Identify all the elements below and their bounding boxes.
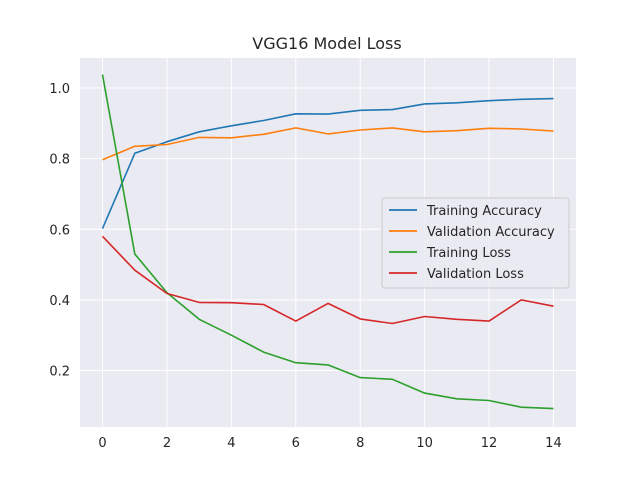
series-lines: [101, 74, 554, 410]
x-tick-label: 2: [163, 436, 171, 451]
x-tick-label: 0: [98, 436, 106, 451]
legend-label-validation-loss: Validation Loss: [427, 267, 524, 282]
y-tick-label: 0.4: [49, 294, 70, 309]
x-tick-label: 8: [356, 436, 364, 451]
legend-box: [381, 197, 570, 289]
y-axis-ticks: 0.2 0.4 0.6 0.8 1.0: [49, 82, 70, 379]
validation-loss-line: [101, 235, 554, 325]
legend-label-training-loss: Training Loss: [426, 246, 511, 261]
chart-title: VGG16 Model Loss: [252, 34, 401, 53]
legend-label-validation-accuracy: Validation Accuracy: [427, 225, 555, 240]
x-tick-label: 10: [416, 436, 433, 451]
y-tick-label: 1.0: [49, 82, 70, 97]
legend: Training Accuracy Validation Accuracy Trai…: [381, 197, 570, 289]
x-tick-label: 12: [481, 436, 498, 451]
y-tick-label: 0.8: [49, 153, 70, 168]
x-axis-ticks: 0 2 4 6 8 10 12 14: [98, 436, 561, 451]
y-tick-label: 0.6: [49, 223, 70, 238]
training-accuracy-line: [101, 97, 554, 229]
training-loss-line: [101, 74, 554, 410]
x-tick-label: 14: [545, 436, 562, 451]
x-tick-label: 6: [292, 436, 300, 451]
y-tick-label: 0.2: [49, 365, 70, 380]
x-tick-label: 4: [227, 436, 235, 451]
validation-accuracy-line: [102, 127, 554, 161]
legend-label-training-accuracy: Training Accuracy: [426, 204, 542, 219]
